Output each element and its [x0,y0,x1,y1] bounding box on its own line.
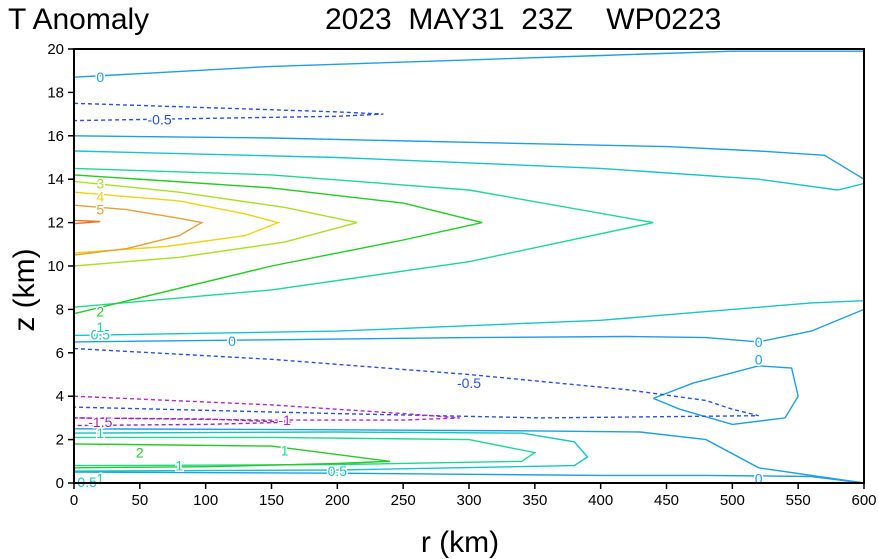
chart-title: T Anomaly [8,3,149,36]
contour-line [73,428,865,484]
contour-line [73,180,358,267]
x-tick-label: 150 [259,492,284,509]
contour-label: 0.5 [328,463,348,479]
x-tick-label: 450 [654,492,679,509]
contour-label: 0.5 [77,474,97,490]
contour-line [73,135,865,180]
x-tick-label: 200 [325,492,350,509]
x-tick-label: 250 [391,492,416,509]
contour-label: 1 [96,471,104,487]
x-tick-label: 0 [70,492,78,509]
contour-line [73,174,483,315]
contour-line [73,431,589,472]
x-tick-label: 350 [522,492,547,509]
contour-line [73,471,865,484]
y-tick-label: 0 [56,475,64,492]
contour-line [73,102,384,122]
x-tick-label: 100 [193,492,218,509]
contour-label: -1.5 [88,414,112,430]
contour-label: 2 [96,304,104,320]
x-tick-label: 500 [720,492,745,509]
contour-line [73,167,654,308]
contour-line [73,308,865,343]
contour-line [73,300,865,337]
contour-label: 1 [96,319,104,335]
contour-label: 0.5 [91,326,111,342]
contour-label: 0 [755,471,763,487]
contour-label: 5 [96,202,104,218]
contour-line [653,365,799,426]
contour-label: 0 [228,333,236,349]
plot-frame [73,48,865,484]
contour-line [73,150,865,191]
contour-label: -0.5 [457,375,481,391]
contour-line [73,395,460,421]
contour-label: 4 [96,189,104,205]
x-tick-label: 550 [786,492,811,509]
contour-line [73,443,391,469]
contour-label: 3 [96,176,104,192]
x-axis-label: r (km) [421,526,499,559]
x-tick-label: 50 [131,492,148,509]
contour-line [73,417,292,427]
x-tick-label: 400 [588,492,613,509]
contour-label: -0.5 [148,112,172,128]
contour-label: 0 [755,351,763,367]
y-tick-label: 16 [47,128,64,145]
y-tick-label: 4 [56,388,64,405]
y-tick-label: 8 [56,301,64,318]
y-tick-label: 2 [56,432,64,449]
contour-line [73,204,204,256]
contour-line [73,436,537,467]
x-axis-ticks: 0 50 100 150 200 250 300 350 400 450 500 550 600 [70,483,877,509]
y-tick-label: 6 [56,345,64,362]
y-tick-label: 20 [47,41,64,58]
contour-line [73,219,101,225]
contour-label: 1 [281,442,289,458]
y-axis-ticks: 0 2 4 6 8 10 12 14 16 18 20 [47,41,74,492]
y-tick-label: 18 [47,84,64,101]
y-axis-label: z (km) [8,248,41,331]
contour-label: 0 [755,334,763,350]
contour-label: 2 [136,445,144,461]
y-tick-label: 12 [47,215,64,232]
chart-subtitle: 2023 MAY31 23Z WP0223 [325,3,721,36]
contour-label: 1 [175,458,183,474]
x-tick-label: 300 [456,492,481,509]
contour-line [73,50,864,78]
x-tick-label: 600 [851,492,876,509]
contour-label: 1 [96,425,104,441]
contour-line [73,191,281,254]
contour-line [73,347,759,419]
y-tick-label: 10 [47,258,64,275]
contour-lines [73,50,865,484]
contour-label: -1 [278,412,291,428]
contour-label: 0 [96,69,104,85]
y-tick-label: 14 [47,171,64,188]
